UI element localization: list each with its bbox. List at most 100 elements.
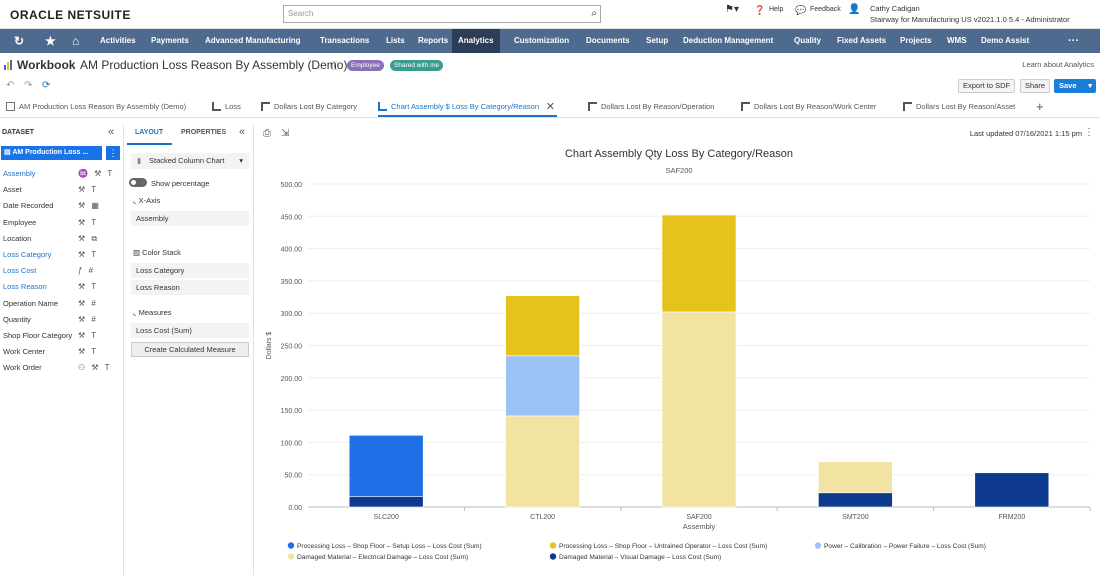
nav-item-activities[interactable]: Activities: [100, 36, 136, 45]
nav-item-reports[interactable]: Reports: [418, 36, 449, 45]
feedback-icon[interactable]: 💬: [795, 5, 807, 15]
close-tab-icon[interactable]: ✕: [545, 101, 555, 113]
field-type-icons: ⚒ T: [78, 331, 99, 340]
show-percentage-label: Show percentage: [151, 179, 210, 188]
last-updated: Last updated 07/16/2021 1:15 pm: [969, 129, 1082, 138]
create-calculated-measure-button[interactable]: Create Calculated Measure: [131, 342, 249, 357]
nav-item-documents[interactable]: Documents: [586, 36, 630, 45]
show-percentage-toggle[interactable]: [129, 178, 147, 187]
dataset-field-assembly[interactable]: Assembly: [3, 169, 36, 178]
field-type-icons: ⚒ T: [78, 185, 99, 195]
help-icon[interactable]: ❓: [754, 5, 766, 15]
netsuite-logo[interactable]: ORACLE NETSUITE: [10, 8, 131, 22]
user-icon[interactable]: 👤: [848, 4, 861, 15]
home-icon[interactable]: ⌂: [72, 34, 80, 48]
nav-item-payments[interactable]: Payments: [151, 36, 189, 45]
pivot-icon: [741, 101, 750, 111]
recent-icon[interactable]: ↻: [14, 34, 25, 48]
search-input[interactable]: Search ⌕: [283, 5, 601, 23]
undo-icon[interactable]: ↶: [6, 80, 15, 91]
chip-label: Loss Category: [136, 266, 185, 275]
top-bar: ORACLE NETSUITE Search ⌕ ⚑▾ ❓ Help 💬 Fee…: [0, 0, 1100, 29]
dataset-field-shop-floor-category[interactable]: Shop Floor Category: [3, 331, 73, 340]
dataset-field-employee[interactable]: Employee: [3, 217, 37, 227]
tab-workbook-overview[interactable]: AM Production Loss Reason By Assembly (D…: [6, 97, 186, 117]
y-axis-label: Dollars $: [266, 332, 273, 360]
star-icon[interactable]: ★: [45, 34, 56, 48]
nav-item-projects[interactable]: Projects: [900, 36, 932, 45]
bar-chart-icon: [378, 101, 387, 111]
print-icon[interactable]: ⎙: [263, 128, 271, 139]
measure-chip[interactable]: Loss Cost (Sum): [131, 323, 249, 338]
learn-analytics-link[interactable]: Learn about Analytics: [1022, 60, 1094, 69]
dataset-field-work-order[interactable]: Work Order: [3, 363, 42, 373]
tab-loss[interactable]: Loss: [212, 97, 241, 117]
bar-segment: [974, 472, 1050, 508]
x-axis-field-chip[interactable]: Assembly: [131, 211, 249, 226]
nav-item-customization[interactable]: Customization: [514, 36, 570, 45]
export-sdf-button[interactable]: Export to SDF: [958, 79, 1016, 93]
share-button[interactable]: Share: [1020, 79, 1051, 93]
tab-properties[interactable]: PROPERTIES: [181, 129, 227, 136]
more-menu-icon[interactable]: ···: [1068, 35, 1079, 47]
add-tab-icon[interactable]: +: [1036, 99, 1044, 114]
dataset-field-loss-cost[interactable]: Loss Cost: [3, 266, 37, 276]
nav-item-advanced-manufacturing[interactable]: Advanced Manufacturing: [205, 36, 301, 45]
refresh-icon[interactable]: ⟳: [42, 80, 51, 91]
nav-item-demo-assist[interactable]: Demo Assist: [981, 36, 1030, 45]
tab-dollars-lost-by-reason-workcenter[interactable]: Dollars Lost By Reason/Work Center: [741, 97, 876, 117]
redo-icon[interactable]: ↷: [24, 80, 33, 91]
user-menu[interactable]: Cathy Cadigan Stairway for Manufacturing…: [870, 3, 1070, 25]
dataset-field-operation-name[interactable]: Operation Name: [3, 298, 59, 308]
dataset-field-asset[interactable]: Asset: [3, 185, 22, 195]
color-stack-chip-reason[interactable]: Loss Reason: [131, 280, 249, 295]
tab-chart-assembly-loss[interactable]: Chart Assembly $ Loss By Category/Reason…: [378, 97, 557, 117]
nav-item-transactions[interactable]: Transactions: [320, 36, 370, 45]
bar-chart-icon: [212, 101, 221, 111]
collapse-dataset-icon[interactable]: «: [108, 126, 115, 138]
save-dropdown-icon[interactable]: ▾: [1088, 81, 1092, 90]
tab-dollars-lost-by-reason-asset[interactable]: Dollars Lost By Reason/Asset: [903, 97, 1015, 117]
nav-item-analytics[interactable]: Analytics: [452, 29, 500, 53]
tab-dollars-lost-by-category[interactable]: Dollars Lost By Category: [261, 97, 357, 117]
x-axis-icon: ⌞: [133, 196, 139, 205]
dataset-field-work-center[interactable]: Work Center: [3, 347, 45, 357]
recent-records-icon[interactable]: ⚑▾: [725, 4, 739, 15]
nav-item-deduction-management[interactable]: Deduction Management: [683, 36, 774, 45]
tab-label: Loss: [225, 102, 241, 111]
legend-entry: Power – Calibration – Power Failure – Lo…: [824, 543, 986, 550]
color-stack-chip-category[interactable]: Loss Category: [131, 263, 249, 278]
search-icon[interactable]: ⌕: [591, 8, 597, 19]
help-link[interactable]: Help: [769, 6, 784, 13]
field-type-icons: ⚒ ⧉: [78, 233, 100, 243]
nav-item-wms[interactable]: WMS: [947, 36, 967, 45]
workbook-label: Workbook: [17, 58, 76, 72]
dataset-menu-icon[interactable]: ⋮: [106, 146, 120, 160]
nav-item-quality[interactable]: Quality: [794, 36, 822, 45]
dataset-panel: DATASET « ▤ AM Production Loss ... ⋮ Ass…: [0, 125, 124, 575]
dataset-field-location[interactable]: Location: [3, 233, 32, 243]
dataset-field-quantity[interactable]: Quantity: [3, 314, 31, 324]
dataset-field-loss-category[interactable]: Loss Category: [3, 250, 52, 259]
legend-swatch: [814, 542, 822, 549]
tab-label: Dollars Lost By Reason/Asset: [916, 102, 1016, 111]
info-icon[interactable]: ⓘ: [330, 61, 340, 71]
field-type-icons: ⚒ T: [78, 250, 99, 259]
tab-dollars-lost-by-reason-operation[interactable]: Dollars Lost By Reason/Operation: [588, 97, 714, 117]
dataset-field-date-recorded[interactable]: Date Recorded: [3, 201, 54, 211]
export-icon[interactable]: ⇲: [281, 128, 290, 139]
chart-menu-icon[interactable]: ⋮: [1084, 127, 1094, 138]
save-button[interactable]: Save ▾: [1054, 79, 1096, 93]
chart-type-select[interactable]: ▮ Stacked Column Chart ▾: [131, 153, 249, 169]
nav-item-fixed-assets[interactable]: Fixed Assets: [837, 36, 887, 45]
feedback-link[interactable]: Feedback: [810, 6, 841, 13]
dataset-selector[interactable]: ▤ AM Production Loss ...: [1, 146, 102, 160]
nav-item-setup[interactable]: Setup: [646, 36, 669, 45]
layout-panel: LAYOUT PROPERTIES « ▮ Stacked Column Char…: [125, 125, 254, 575]
tab-label: AM Production Loss Reason By Assembly (D…: [19, 102, 187, 111]
tab-layout[interactable]: LAYOUT: [135, 129, 164, 136]
nav-item-lists[interactable]: Lists: [386, 36, 405, 45]
collapse-layout-icon[interactable]: «: [239, 126, 246, 138]
workbook-toolbar: ↶ ↷ ⟳ Export to SDF Share Save ▾: [0, 78, 1100, 96]
dataset-field-loss-reason[interactable]: Loss Reason: [3, 282, 47, 292]
